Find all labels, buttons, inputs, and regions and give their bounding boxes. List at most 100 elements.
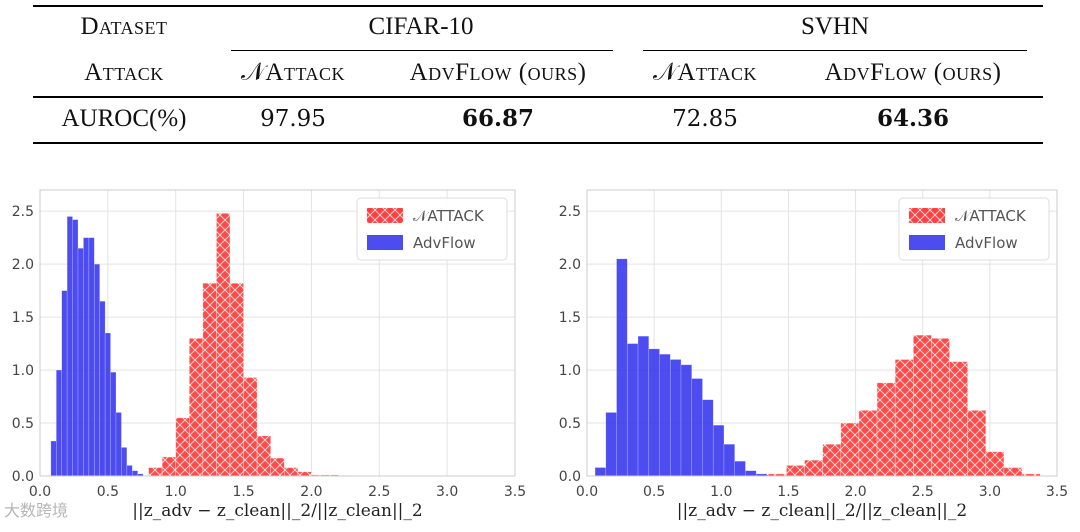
y-tick-label: 1.5 (559, 310, 581, 326)
bar-advflow (680, 364, 693, 477)
y-tick-label: 2.0 (559, 257, 581, 273)
bar-nattack (188, 337, 204, 477)
attack-header: Attack (84, 59, 164, 86)
bar-nattack (822, 443, 842, 477)
x-tick-label: 1.0 (710, 484, 732, 500)
x-tick-label: 0.5 (643, 484, 665, 500)
y-tick-label: 0.5 (559, 416, 581, 432)
x-tick-label: 1.0 (165, 484, 187, 500)
bar-nattack (786, 465, 805, 477)
x-tick-label: 3.0 (979, 484, 1001, 500)
y-tick-label: 1.0 (559, 363, 581, 379)
histogram-svhn: 0.0 0.5 1.0 1.5 2.0 2.5 3.0 3.5 0.0 0.5 1.0 1.5 2.0 2… (545, 185, 1080, 528)
dataset-header: Dataset (80, 13, 168, 40)
legend-label-nattack: 𝒩ATTACK (413, 207, 485, 225)
bar-nattack (894, 359, 914, 477)
bar-nattack (840, 422, 860, 477)
table-top-rule (33, 5, 1043, 7)
cmidrule-cifar10 (231, 50, 613, 51)
bar-advflow (66, 216, 73, 477)
y-tick-label: 2.0 (12, 257, 34, 273)
y-tick-label: 1.5 (12, 310, 34, 326)
bar-advflow (637, 335, 650, 477)
x-tick-label: 3.5 (504, 484, 526, 500)
bar-advflow (72, 219, 79, 477)
legend-label-advflow: AdvFlow (413, 234, 476, 252)
x-tick-label: 2.0 (844, 484, 866, 500)
bar-advflow (93, 263, 101, 477)
y-tick-label: 2.5 (12, 204, 34, 220)
bar-advflow (659, 353, 671, 477)
bar-nattack (804, 459, 823, 477)
bar-nattack (876, 382, 896, 477)
legend-label-nattack: 𝒩ATTACK (955, 207, 1027, 225)
histogram-cifar10-svg: 0.0 0.5 1.0 1.5 2.0 2.5 3.0 3.5 0.0 0.5 1.0 1.5 2.0 2… (12, 189, 526, 521)
plot-frame (586, 189, 1058, 477)
bar-advflow (723, 443, 736, 477)
bar-advflow (88, 237, 95, 477)
x-tick-label: 0.0 (576, 484, 598, 500)
cmidrule-svhn (643, 50, 1027, 51)
bar-advflow (712, 424, 725, 477)
bar-advflow (702, 399, 714, 477)
y-tick-label: 0.5 (12, 416, 34, 432)
x-tick-label: 3.0 (436, 484, 458, 500)
legend-label-advflow: AdvFlow (955, 234, 1018, 252)
y-tick-label: 2.5 (559, 204, 581, 220)
histogram-cifar10: 0.0 0.5 1.0 1.5 2.0 2.5 3.0 3.5 0.0 0.5 1.0 1.5 2.0 2… (0, 185, 540, 528)
x-tick-label: 2.5 (912, 484, 934, 500)
bar-nattack (283, 467, 299, 477)
bar-advflow (110, 371, 117, 477)
bar-advflow (121, 447, 128, 477)
y-tick-label: 0.0 (559, 469, 581, 485)
col-cifar-nattack: 𝒩Attack (240, 59, 346, 86)
bar-advflow (83, 237, 90, 477)
bar-advflow (99, 300, 106, 477)
x-tick-label: 0.5 (97, 484, 119, 500)
y-tick-label: 0.0 (12, 469, 34, 485)
bar-nattack (967, 410, 987, 477)
bar-advflow (131, 470, 139, 477)
bar-nattack (148, 467, 163, 477)
bar-nattack (913, 334, 932, 477)
bar-nattack (931, 337, 950, 477)
x-axis-label: ||z_adv − z_clean||_2/||z_clean||_2 (132, 501, 422, 521)
x-tick-label: 1.5 (777, 484, 799, 500)
group-header-svhn: SVHN (800, 13, 870, 40)
svhn-nattack-value: 72.85 (672, 106, 738, 132)
y-tick-label: 1.0 (12, 363, 34, 379)
bar-advflow (734, 460, 746, 477)
bar-nattack (297, 471, 312, 477)
bar-advflow (691, 378, 703, 477)
bar-advflow (745, 470, 757, 477)
bar-nattack (243, 377, 258, 477)
group-header-cifar10: CIFAR-10 (368, 13, 474, 40)
bar-nattack (175, 417, 190, 477)
bar-advflow (55, 369, 63, 477)
table-bottom-rule (33, 142, 1043, 144)
bar-nattack (270, 457, 285, 477)
svhn-advflow-value: 64.36 (876, 105, 950, 132)
x-tick-label: 3.5 (1046, 484, 1068, 500)
table-mid-rule (33, 96, 1043, 98)
bar-advflow (648, 348, 660, 477)
histogram-svhn-svg: 0.0 0.5 1.0 1.5 2.0 2.5 3.0 3.5 0.0 0.5 1.0 1.5 2.0 2… (559, 189, 1068, 521)
col-svhn-nattack: 𝒩Attack (652, 59, 758, 86)
x-tick-label: 2.0 (300, 484, 322, 500)
legend-swatch-nattack (367, 208, 403, 223)
legend-swatch-advflow (909, 235, 945, 250)
cifar-nattack-value: 97.95 (260, 106, 326, 132)
plot-frame (39, 189, 516, 477)
bar-advflow (50, 440, 57, 477)
bar-advflow (616, 258, 628, 477)
bar-nattack (1003, 467, 1023, 477)
bar-nattack (858, 410, 878, 477)
bar-nattack (949, 361, 969, 477)
bar-advflow (594, 467, 607, 477)
x-tick-label: 0.0 (29, 484, 51, 500)
bar-nattack (202, 282, 217, 477)
bar-advflow (104, 332, 111, 477)
x-tick-label: 1.5 (232, 484, 254, 500)
cifar-advflow-value: 66.87 (461, 105, 535, 132)
col-svhn-advflow: AdvFlow (ours) (824, 59, 1002, 86)
